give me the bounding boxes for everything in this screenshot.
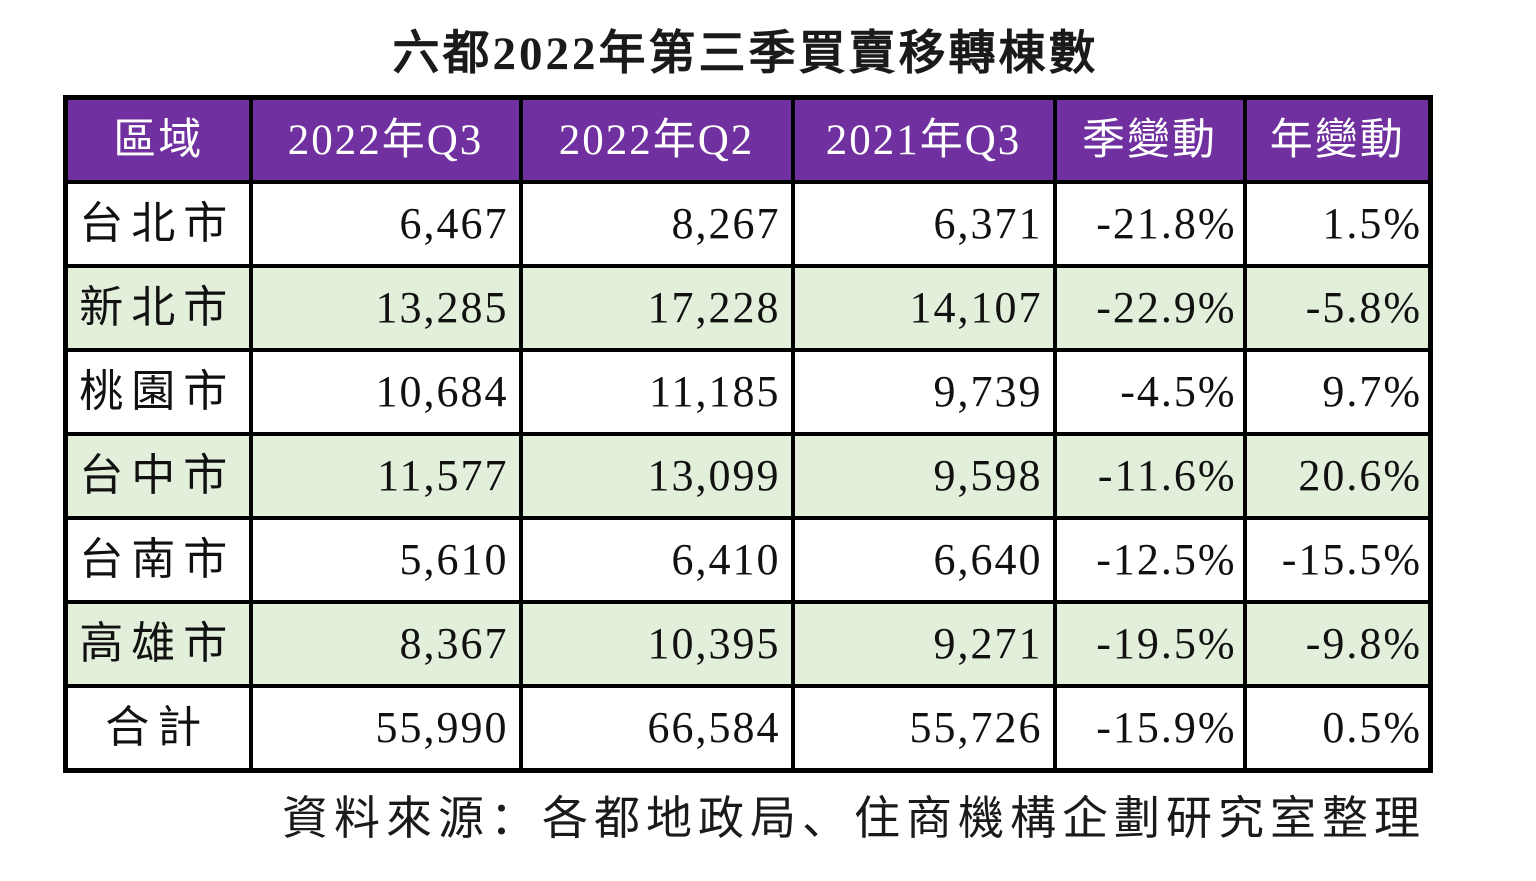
- value-cell: 9,598: [790, 432, 1057, 520]
- region-cell: 台北市: [63, 180, 253, 268]
- header-cell-2: 2022年Q2: [518, 95, 795, 184]
- value-cell: -11.6%: [1052, 432, 1247, 520]
- value-cell: 9.7%: [1242, 348, 1433, 436]
- transfer-count-table: 區域 2022年Q3 2022年Q2 2021年Q3 季變動 年變動 台北市 6,467 8,…: [63, 95, 1433, 773]
- region-cell: 台中市: [63, 432, 253, 520]
- header-cell-4: 季變動: [1052, 95, 1247, 184]
- region-cell: 合計: [63, 684, 253, 773]
- header-row: 區域 2022年Q3 2022年Q2 2021年Q3 季變動 年變動: [63, 95, 1433, 184]
- value-cell: 66,584: [518, 684, 795, 773]
- page-title: 六都2022年第三季買賣移轉棟數: [392, 28, 1099, 80]
- region-cell: 高雄市: [63, 600, 253, 688]
- value-cell: -15.9%: [1052, 684, 1247, 773]
- value-cell: 17,228: [518, 264, 795, 352]
- region-cell: 新北市: [63, 264, 253, 352]
- value-cell: -4.5%: [1052, 348, 1247, 436]
- table-row: 台北市 6,467 8,267 6,371 -21.8% 1.5%: [63, 180, 1433, 268]
- value-cell: 11,185: [518, 348, 795, 436]
- value-cell: -9.8%: [1242, 600, 1433, 688]
- value-cell: -5.8%: [1242, 264, 1433, 352]
- value-cell: 55,990: [248, 684, 523, 773]
- value-cell: 0.5%: [1242, 684, 1433, 773]
- table-row: 台南市 5,610 6,410 6,640 -12.5% -15.5%: [63, 516, 1433, 604]
- value-cell: 14,107: [790, 264, 1057, 352]
- table-header: 區域 2022年Q3 2022年Q2 2021年Q3 季變動 年變動: [63, 95, 1433, 184]
- value-cell: -12.5%: [1052, 516, 1247, 604]
- table-row: 合計 55,990 66,584 55,726 -15.9% 0.5%: [63, 684, 1433, 773]
- table-row: 新北市 13,285 17,228 14,107 -22.9% -5.8%: [63, 264, 1433, 352]
- value-cell: 6,410: [518, 516, 795, 604]
- value-cell: 11,577: [248, 432, 523, 520]
- table-row: 台中市 11,577 13,099 9,598 -11.6% 20.6%: [63, 432, 1433, 520]
- header-cell-0: 區域: [63, 95, 253, 184]
- value-cell: 6,371: [790, 180, 1057, 268]
- value-cell: 20.6%: [1242, 432, 1433, 520]
- value-cell: -21.8%: [1052, 180, 1247, 268]
- region-cell: 桃園市: [63, 348, 253, 436]
- value-cell: 13,099: [518, 432, 795, 520]
- value-cell: -22.9%: [1052, 264, 1247, 352]
- value-cell: 6,467: [248, 180, 523, 268]
- value-cell: 55,726: [790, 684, 1057, 773]
- value-cell: 8,367: [248, 600, 523, 688]
- table-body: 台北市 6,467 8,267 6,371 -21.8% 1.5% 新北市 13,285 17,…: [63, 180, 1433, 773]
- header-cell-5: 年變動: [1242, 95, 1433, 184]
- region-cell: 台南市: [63, 516, 253, 604]
- value-cell: 1.5%: [1242, 180, 1433, 268]
- header-cell-3: 2021年Q3: [790, 95, 1057, 184]
- value-cell: 6,640: [790, 516, 1057, 604]
- value-cell: 9,739: [790, 348, 1057, 436]
- value-cell: -15.5%: [1242, 516, 1433, 604]
- value-cell: 10,395: [518, 600, 795, 688]
- value-cell: -19.5%: [1052, 600, 1247, 688]
- value-cell: 8,267: [518, 180, 795, 268]
- value-cell: 13,285: [248, 264, 523, 352]
- header-cell-1: 2022年Q3: [248, 95, 523, 184]
- table-row: 高雄市 8,367 10,395 9,271 -19.5% -9.8%: [63, 600, 1433, 688]
- value-cell: 9,271: [790, 600, 1057, 688]
- value-cell: 5,610: [248, 516, 523, 604]
- value-cell: 10,684: [248, 348, 523, 436]
- table-row: 桃園市 10,684 11,185 9,739 -4.5% 9.7%: [63, 348, 1433, 436]
- source-note: 資料來源：各都地政局、住商機構企劃研究室整理: [282, 793, 1426, 844]
